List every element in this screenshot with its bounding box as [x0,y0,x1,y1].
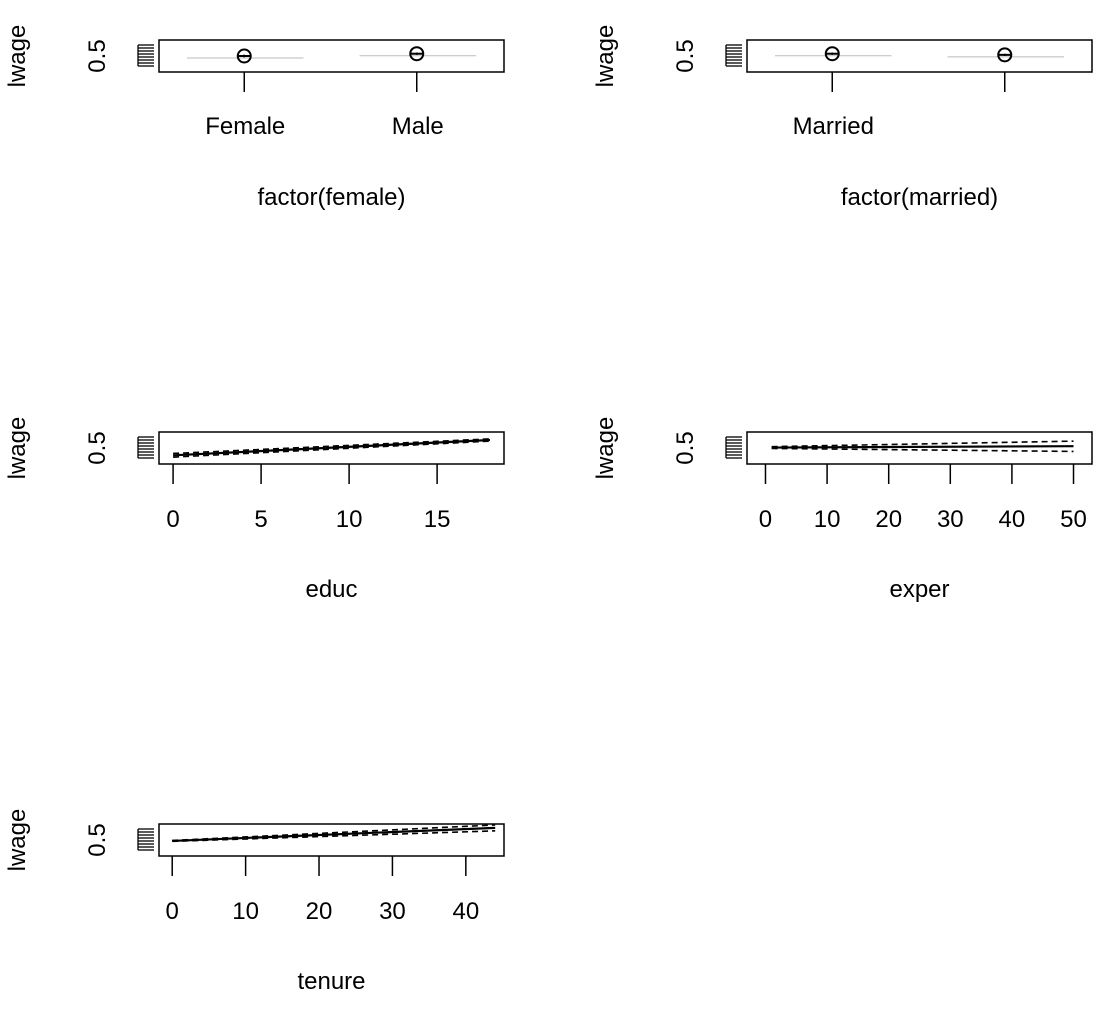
y-rug [725,436,742,459]
y-rug [137,436,154,459]
x-tick-label: 10 [814,506,841,533]
x-tick-label: 30 [379,898,406,925]
y-axis-label: lwage [592,25,619,88]
x-axis-label: tenure [297,968,365,995]
y-rug [725,44,742,67]
x-axis-label: exper [889,576,949,603]
panel-factor-female: 0.5 lwage factor(female) Female Male [4,25,505,211]
panel-tenure: 0.5 lwage tenure 0 10 20 30 40 [4,809,505,995]
x-tick-label: Male [392,113,444,140]
y-tick-label: 0.5 [672,431,699,464]
x-tick-label: Married [793,113,874,140]
x-tick-label: 20 [306,898,333,925]
x-tick-label: 0 [759,506,772,533]
x-tick-label: 30 [937,506,964,533]
ci-lower-line [173,440,490,458]
x-tick-label: 10 [232,898,259,925]
panel-exper: 0.5 lwage exper 0 10 20 30 40 50 [592,417,1093,603]
fit-line [172,826,496,843]
x-tick-label: 40 [452,898,479,925]
x-tick-label: 0 [166,506,179,533]
plot-frame [158,823,505,857]
x-tick-label: 0 [166,898,179,925]
panel-factor-married: 0.5 lwage factor(married) Married [592,25,1093,211]
ci-upper-line [173,438,490,455]
y-tick-label: 0.5 [84,823,111,856]
panel-educ: 0.5 lwage educ 0 5 10 15 [4,417,505,603]
x-axis-label: educ [305,576,357,603]
ci-upper-line [771,440,1074,448]
y-axis-label: lwage [4,809,31,872]
plot-frame [158,431,505,465]
x-axis-label: factor(female) [257,184,405,211]
x-tick-label: 15 [424,506,451,533]
y-axis-label: lwage [592,417,619,480]
y-tick-label: 0.5 [84,39,111,72]
y-axis-label: lwage [4,417,31,480]
y-axis-label: lwage [4,25,31,88]
x-axis-label: factor(married) [841,184,998,211]
y-tick-label: 0.5 [84,431,111,464]
fit-line [173,438,490,457]
y-rug [137,44,154,67]
x-tick-label: 20 [875,506,902,533]
ci-lower-line [771,447,1074,453]
plot-frame [158,39,505,73]
x-tick-label: 40 [999,506,1026,533]
plot-frame [746,39,1093,73]
y-rug [137,828,154,851]
x-tick-label: 10 [336,506,363,533]
y-tick-label: 0.5 [672,39,699,72]
x-tick-label: Female [205,113,285,140]
x-tick-label: 50 [1060,506,1087,533]
x-tick-label: 5 [254,506,267,533]
fit-line [771,445,1074,449]
plot-frame [746,431,1093,465]
